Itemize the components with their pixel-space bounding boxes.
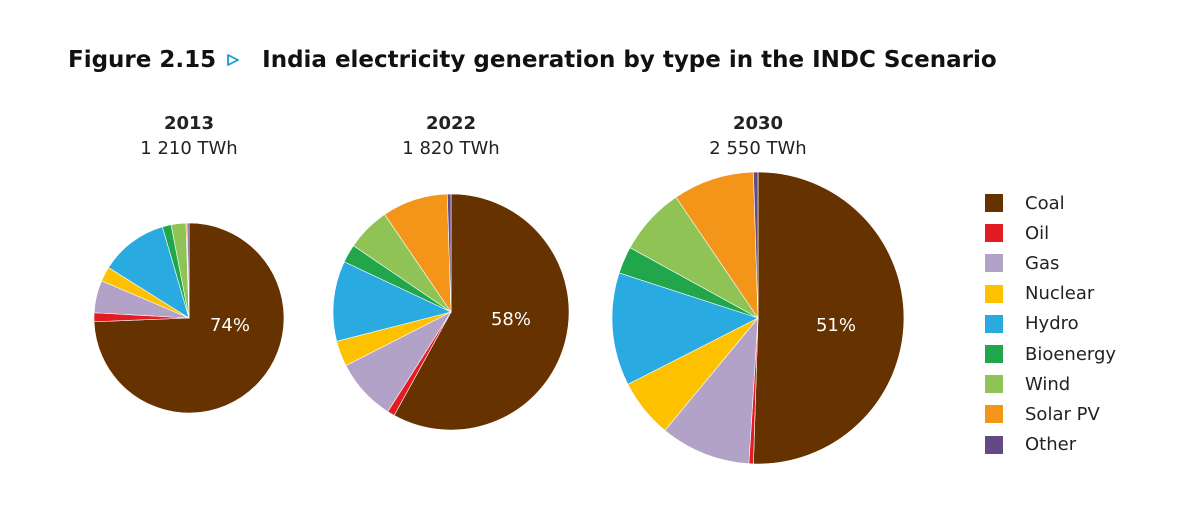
legend-label-other: Other <box>1025 434 1077 456</box>
legend-swatch-gas <box>985 254 1003 273</box>
pie-2030 <box>611 171 905 465</box>
legend-swatch-wind <box>985 375 1003 394</box>
slice-2030-coal <box>753 171 905 465</box>
legend-item-other: Other <box>985 430 1116 460</box>
slice-2022-other <box>446 193 452 313</box>
total-label-2030: 2 550 TWh <box>709 138 806 159</box>
legend-swatch-oil <box>985 224 1003 243</box>
legend-swatch-hydro <box>985 314 1003 333</box>
legend-swatch-bioenergy <box>985 345 1003 364</box>
legend-label-nuclear: Nuclear <box>1025 283 1095 305</box>
slice-2022-hydro <box>332 261 452 342</box>
triangle-arrow-icon <box>227 54 240 66</box>
legend-item-bioenergy: Bioenergy <box>985 339 1116 369</box>
legend-item-solar-pv: Solar PV <box>985 399 1116 429</box>
coal-share-label-2022: 58% <box>491 309 531 330</box>
legend-swatch-coal <box>985 194 1003 213</box>
legend-item-hydro: Hydro <box>985 309 1116 339</box>
legend-label-wind: Wind <box>1025 373 1071 395</box>
legend-label-bioenergy: Bioenergy <box>1025 343 1117 365</box>
slice-2030-gas <box>664 317 759 465</box>
total-label-2022: 1 820 TWh <box>402 138 499 159</box>
legend-label-coal: Coal <box>1025 192 1065 214</box>
year-label-2030: 2030 <box>733 113 783 134</box>
legend-label-gas: Gas <box>1025 252 1060 274</box>
figure-label: Figure 2.15 <box>68 47 217 73</box>
legend-label-oil: Oil <box>1025 222 1050 244</box>
legend: Coal Oil Gas Nuclear Hydro Bioenergy Wind Solar… <box>985 188 1116 460</box>
pie-2013 <box>93 222 285 414</box>
coal-share-label-2030: 51% <box>816 315 856 336</box>
legend-item-wind: Wind <box>985 369 1116 399</box>
year-label-2022: 2022 <box>426 113 476 134</box>
legend-item-coal: Coal <box>985 188 1116 218</box>
legend-item-nuclear: Nuclear <box>985 279 1116 309</box>
legend-swatch-nuclear <box>985 284 1003 303</box>
slice-2030-hydro <box>611 272 759 385</box>
total-label-2013: 1 210 TWh <box>140 138 237 159</box>
legend-item-gas: Gas <box>985 248 1116 278</box>
coal-share-label-2013: 74% <box>210 315 250 336</box>
slice-2013-coal <box>93 222 285 414</box>
slice-2030-solar-pv <box>675 171 759 320</box>
pie-2022 <box>332 193 570 431</box>
slice-2030-other <box>753 171 759 319</box>
legend-swatch-other <box>985 435 1003 454</box>
slice-2013-other <box>186 222 190 319</box>
year-label-2013: 2013 <box>164 113 214 134</box>
legend-item-oil: Oil <box>985 218 1116 248</box>
figure-header: Figure 2.15 India electricity generation… <box>68 40 997 80</box>
legend-label-solar-pv: Solar PV <box>1025 403 1100 425</box>
legend-swatch-solar-pv <box>985 405 1003 424</box>
figure-title: India electricity generation by type in … <box>262 47 997 73</box>
legend-label-hydro: Hydro <box>1025 313 1079 335</box>
slice-2022-coal <box>393 193 570 431</box>
